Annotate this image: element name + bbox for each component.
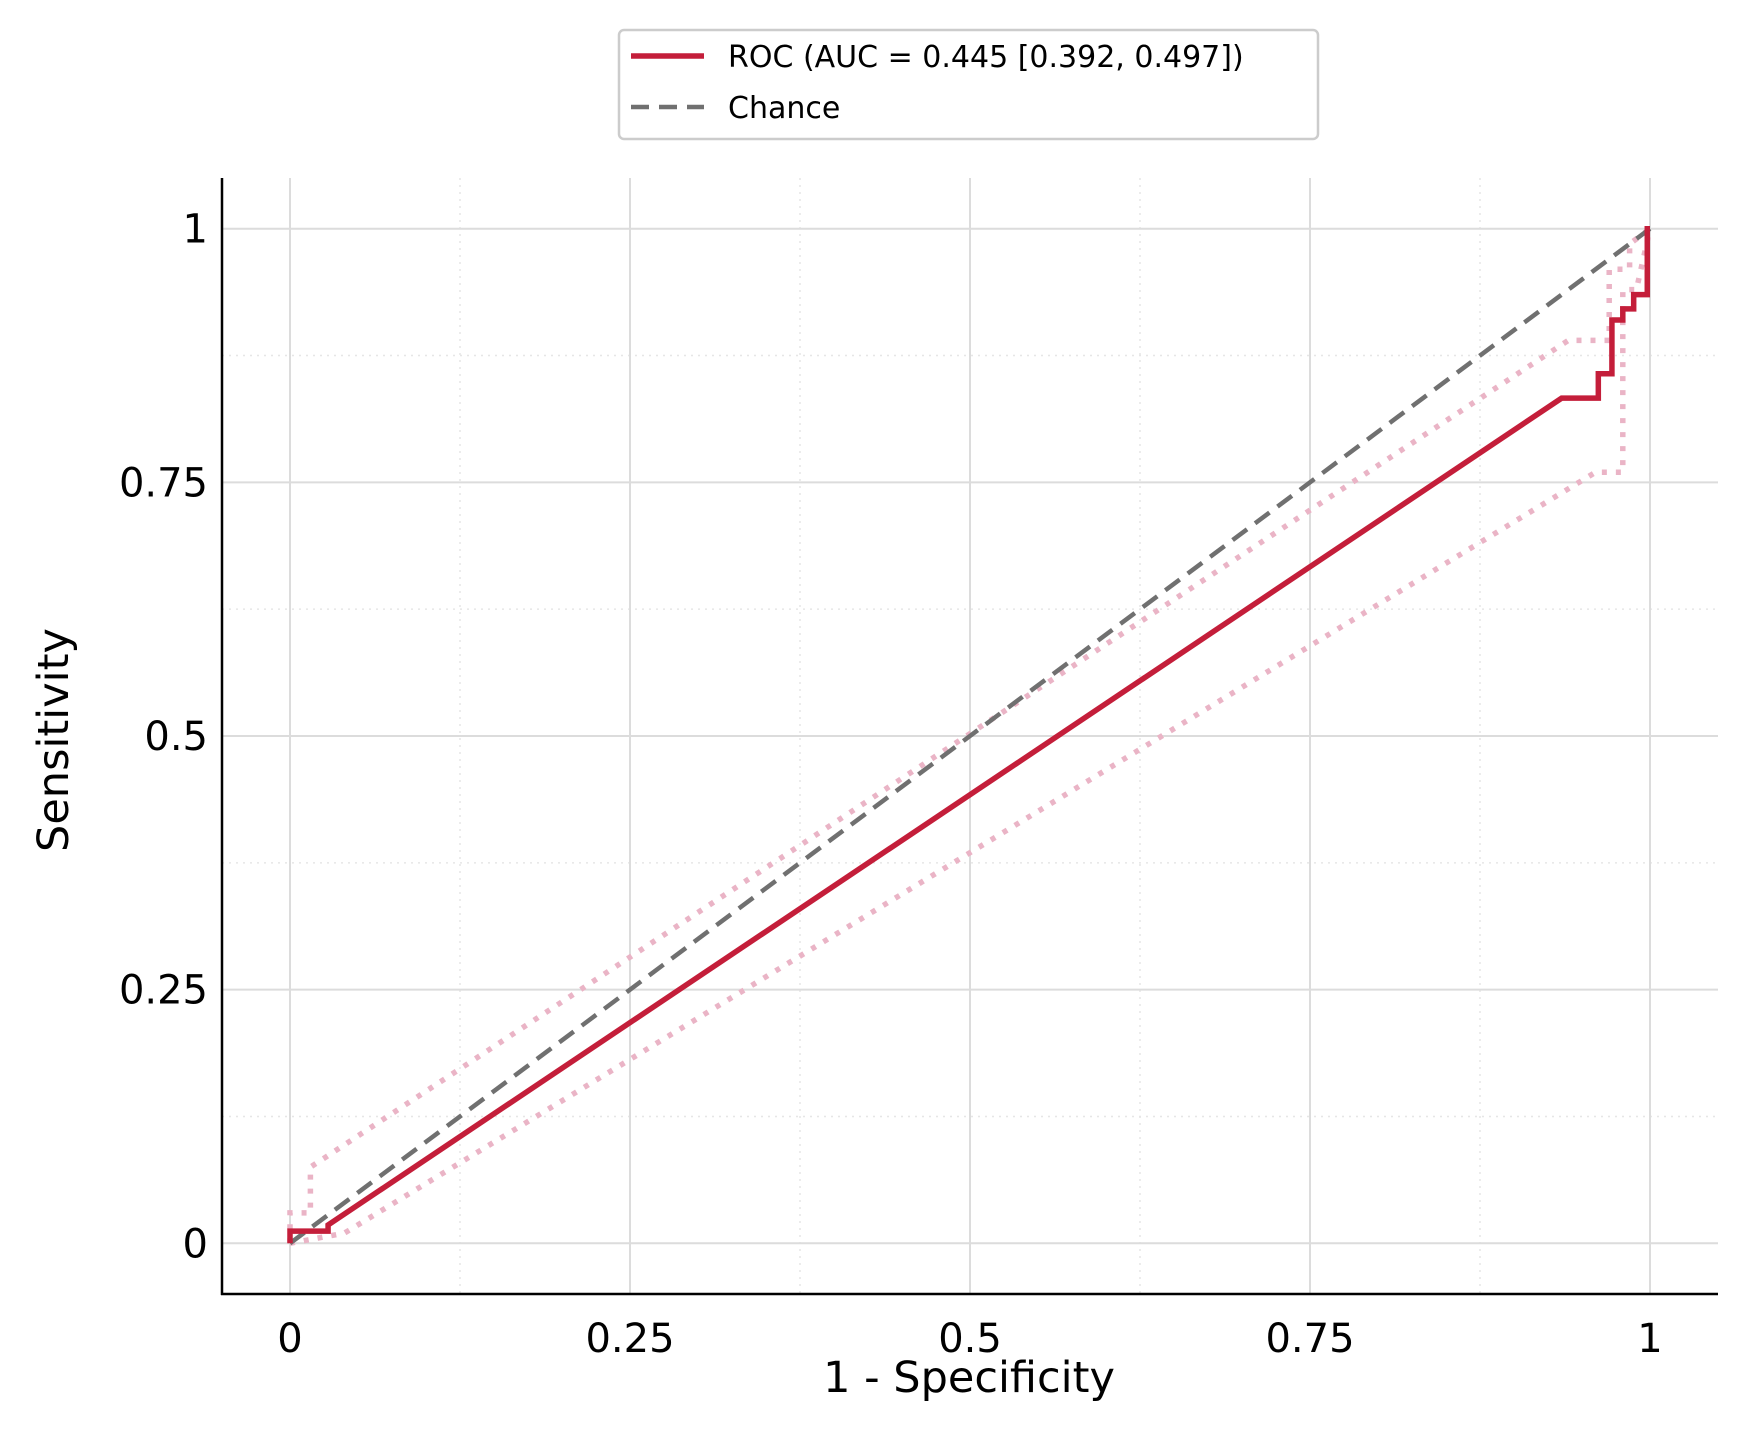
minor-grid [222, 178, 1718, 1294]
legend-chance-label: Chance [728, 91, 840, 126]
x-tick-label: 0 [277, 1316, 302, 1362]
x-tick-label: 0.5 [938, 1316, 1002, 1362]
y-tick-label: 0.5 [144, 714, 208, 760]
legend: ROC (AUC = 0.445 [0.392, 0.497]) Chance [617, 28, 1320, 141]
x-tick-label: 0.75 [1265, 1316, 1354, 1362]
x-axis-title: 1 - Specificity [823, 1353, 1115, 1403]
chance-diagonal-line [288, 226, 1652, 1246]
y-axis-title: Sensitivity [29, 628, 79, 852]
series-lines [287, 225, 1652, 1246]
tick-labels: 0 0.25 0.5 0.75 1 0 0.25 0.5 0.75 1 [119, 207, 1663, 1362]
y-tick-label: 0.75 [119, 460, 208, 506]
roc-curve-line [287, 225, 1651, 1244]
y-tick-label: 0 [183, 1221, 208, 1267]
y-tick-label: 0.25 [119, 968, 208, 1014]
legend-box [617, 28, 1320, 141]
legend-roc-label: ROC (AUC = 0.445 [0.392, 0.497]) [728, 40, 1244, 75]
major-grid [222, 178, 1718, 1294]
y-tick-label: 1 [183, 207, 208, 253]
axes [220, 178, 1718, 1296]
x-tick-label: 1 [1637, 1316, 1662, 1362]
x-tick-label: 0.25 [585, 1316, 674, 1362]
